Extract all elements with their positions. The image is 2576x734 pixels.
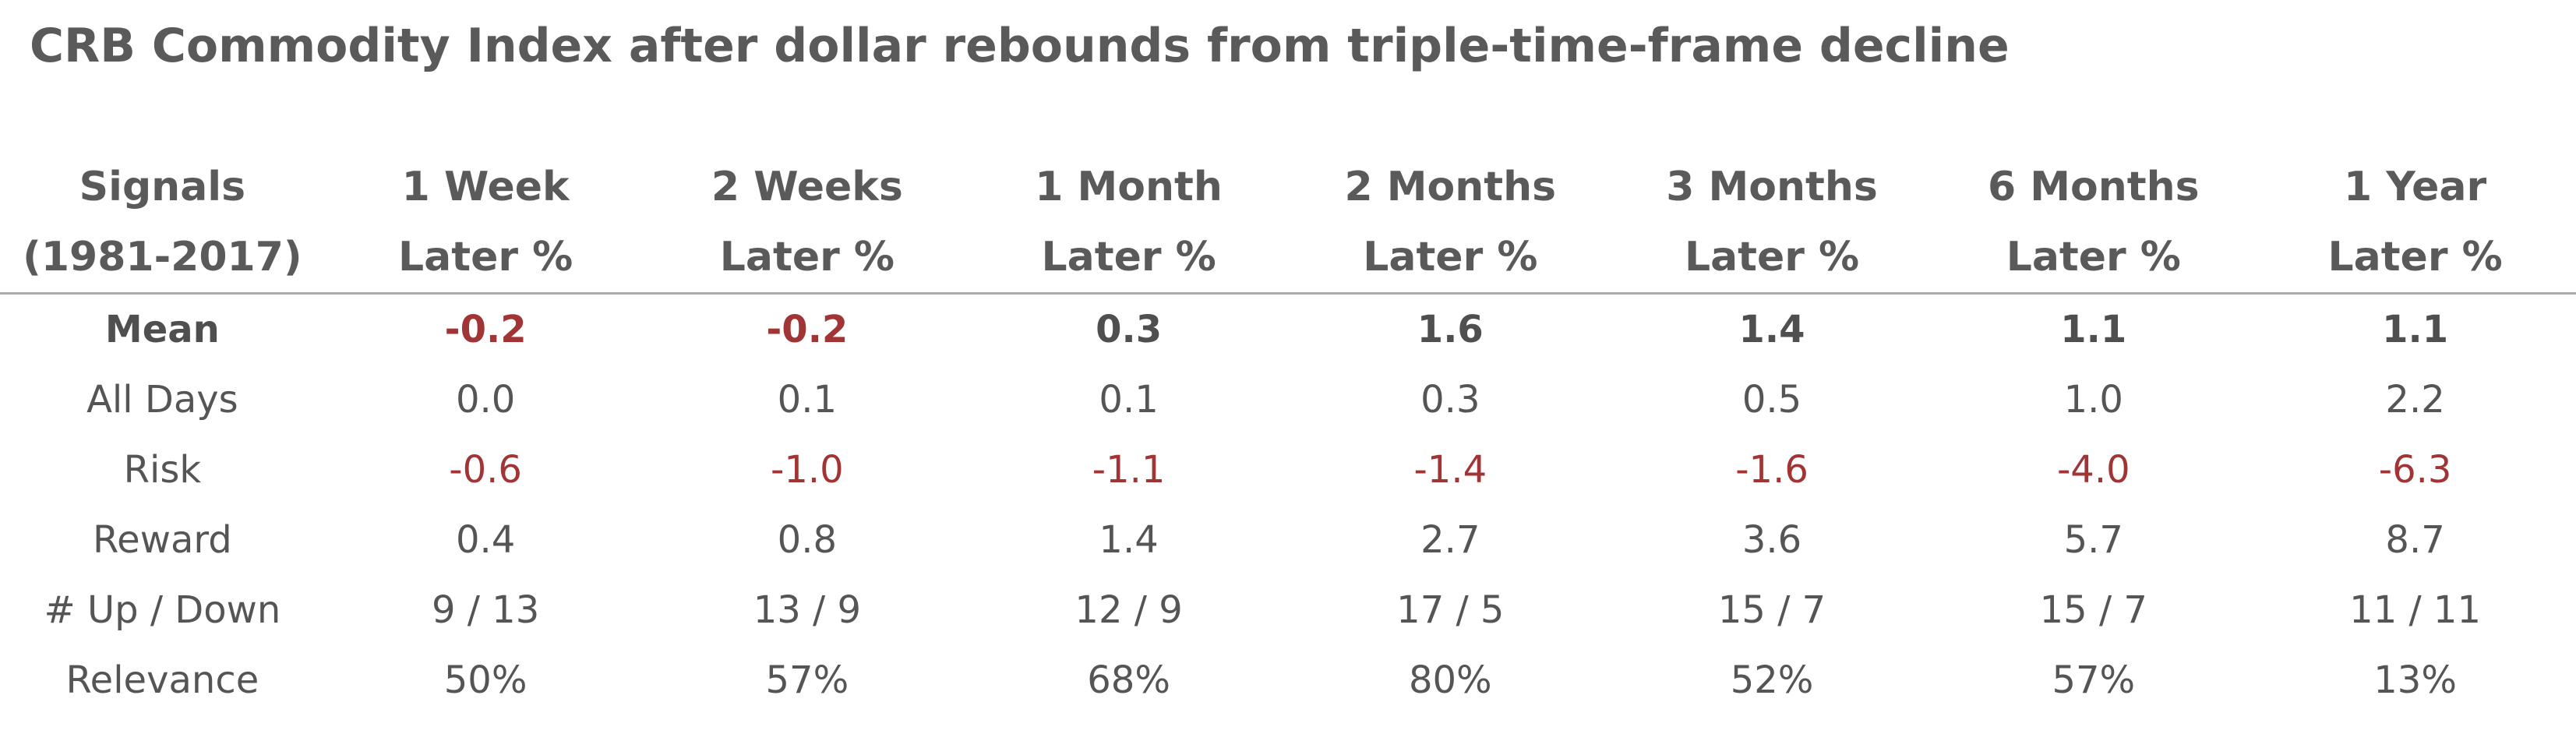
header-line-1: 1 Month [1035,164,1223,210]
table-cell: -6.3 [2378,448,2452,492]
header-line-2: Later % [2006,234,2181,281]
table-cell: 57% [765,658,849,702]
table-cell: -1.1 [1092,448,1166,492]
table-row: Relevance 50% 57% 68% 80% 52% 57% 13% [0,645,2576,715]
table-row: Risk -0.6 -1.0 -1.1 -1.4 -1.6 -4.0 -6.3 [0,435,2576,505]
statistics-table: Signals (1981-2017) 1 Week Later % 2 Weeks… [0,152,2576,715]
table-cell: -0.2 [766,308,849,351]
table-cell: 0.3 [1096,308,1163,351]
table-cell: 52% [1730,658,1814,702]
table-cell: 1.4 [1099,518,1159,562]
header-2-weeks: 2 Weeks Later % [646,152,968,294]
header-line-2: Later % [398,234,573,281]
table-cell: 2.7 [1420,518,1480,562]
table-cell: 0.0 [455,378,516,422]
table-cell: 0.4 [455,518,516,562]
table-cell: -1.6 [1735,448,1808,492]
table-row: All Days 0.0 0.1 0.1 0.3 0.5 1.0 2.2 [0,365,2576,435]
row-label: Reward [92,518,232,562]
table-cell: 68% [1087,658,1170,702]
header-line-1: 2 Weeks [711,164,903,210]
table-cell: -4.0 [2056,448,2130,492]
table-row: # Up / Down 9 / 13 13 / 9 12 / 9 17 / 5 15 / … [0,575,2576,645]
table-cell: -0.6 [449,448,522,492]
table-body: Mean -0.2 -0.2 0.3 1.6 1.4 1.1 1.1 All Days 0.0 0.… [0,294,2576,716]
header-line-1: Signals [79,164,246,210]
header-line-1: 2 Months [1344,164,1557,210]
table-cell: 5.7 [2063,518,2123,562]
row-label: Relevance [65,658,259,702]
table-cell: 1.1 [2060,308,2127,351]
header-line-2: Later % [719,234,895,281]
header-line-1: 6 Months [1987,164,2200,210]
table-cell: 3.6 [1741,518,1802,562]
header-line-2: Later % [1363,234,1538,281]
table-cell: 1.6 [1417,308,1484,351]
header-3-months: 3 Months Later % [1611,152,1933,294]
table-cell: 13% [2373,658,2457,702]
table-cell: 0.8 [777,518,838,562]
header-line-1: 1 Year [2343,164,2487,210]
header-line-2: Later % [1684,234,1860,281]
header-1-month: 1 Month Later % [968,152,1290,294]
header-line-1: 3 Months [1666,164,1878,210]
table-cell: 12 / 9 [1075,588,1183,632]
table-cell: 15 / 7 [2039,588,2147,632]
table-cell: -1.4 [1413,448,1487,492]
table-cell: -0.2 [444,308,527,351]
table-cell: 8.7 [2385,518,2445,562]
table-cell: 80% [1408,658,1492,702]
table-cell: 0.5 [1741,378,1802,422]
header-1-year: 1 Year Later % [2254,152,2576,294]
header-6-months: 6 Months Later % [1932,152,2254,294]
table-cell: 13 / 9 [753,588,861,632]
table-cell: -1.0 [771,448,844,492]
table-cell: 0.1 [777,378,838,422]
table-cell: 1.4 [1738,308,1805,351]
table-cell: 17 / 5 [1396,588,1505,632]
table-cell: 15 / 7 [1717,588,1826,632]
row-label: Risk [123,448,202,492]
table-row: Mean -0.2 -0.2 0.3 1.6 1.4 1.1 1.1 [0,294,2576,365]
table-cell: 57% [2052,658,2136,702]
header-signals: Signals (1981-2017) [0,152,325,294]
header-line-2: Later % [1041,234,1216,281]
chart-title: CRB Commodity Index after dollar rebound… [30,19,2010,73]
row-label: All Days [86,378,238,422]
header-row: Signals (1981-2017) 1 Week Later % 2 Weeks… [0,152,2576,294]
header-line-1: 1 Week [401,164,570,210]
row-label: Mean [104,308,220,351]
header-1-week: 1 Week Later % [325,152,647,294]
table-cell: 50% [443,658,528,702]
table-row: Reward 0.4 0.8 1.4 2.7 3.6 5.7 8.7 [0,505,2576,575]
header-line-2: Later % [2327,234,2503,281]
header-2-months: 2 Months Later % [1290,152,1611,294]
row-label: # Up / Down [44,588,281,632]
table-cell: 2.2 [2385,378,2445,422]
table-cell: 1.1 [2382,308,2449,351]
table-cell: 1.0 [2063,378,2123,422]
header-line-2: (1981-2017) [23,234,302,281]
table-cell: 11 / 11 [2349,588,2481,632]
table-cell: 0.3 [1420,378,1480,422]
table-cell: 0.1 [1099,378,1159,422]
table-cell: 9 / 13 [431,588,540,632]
